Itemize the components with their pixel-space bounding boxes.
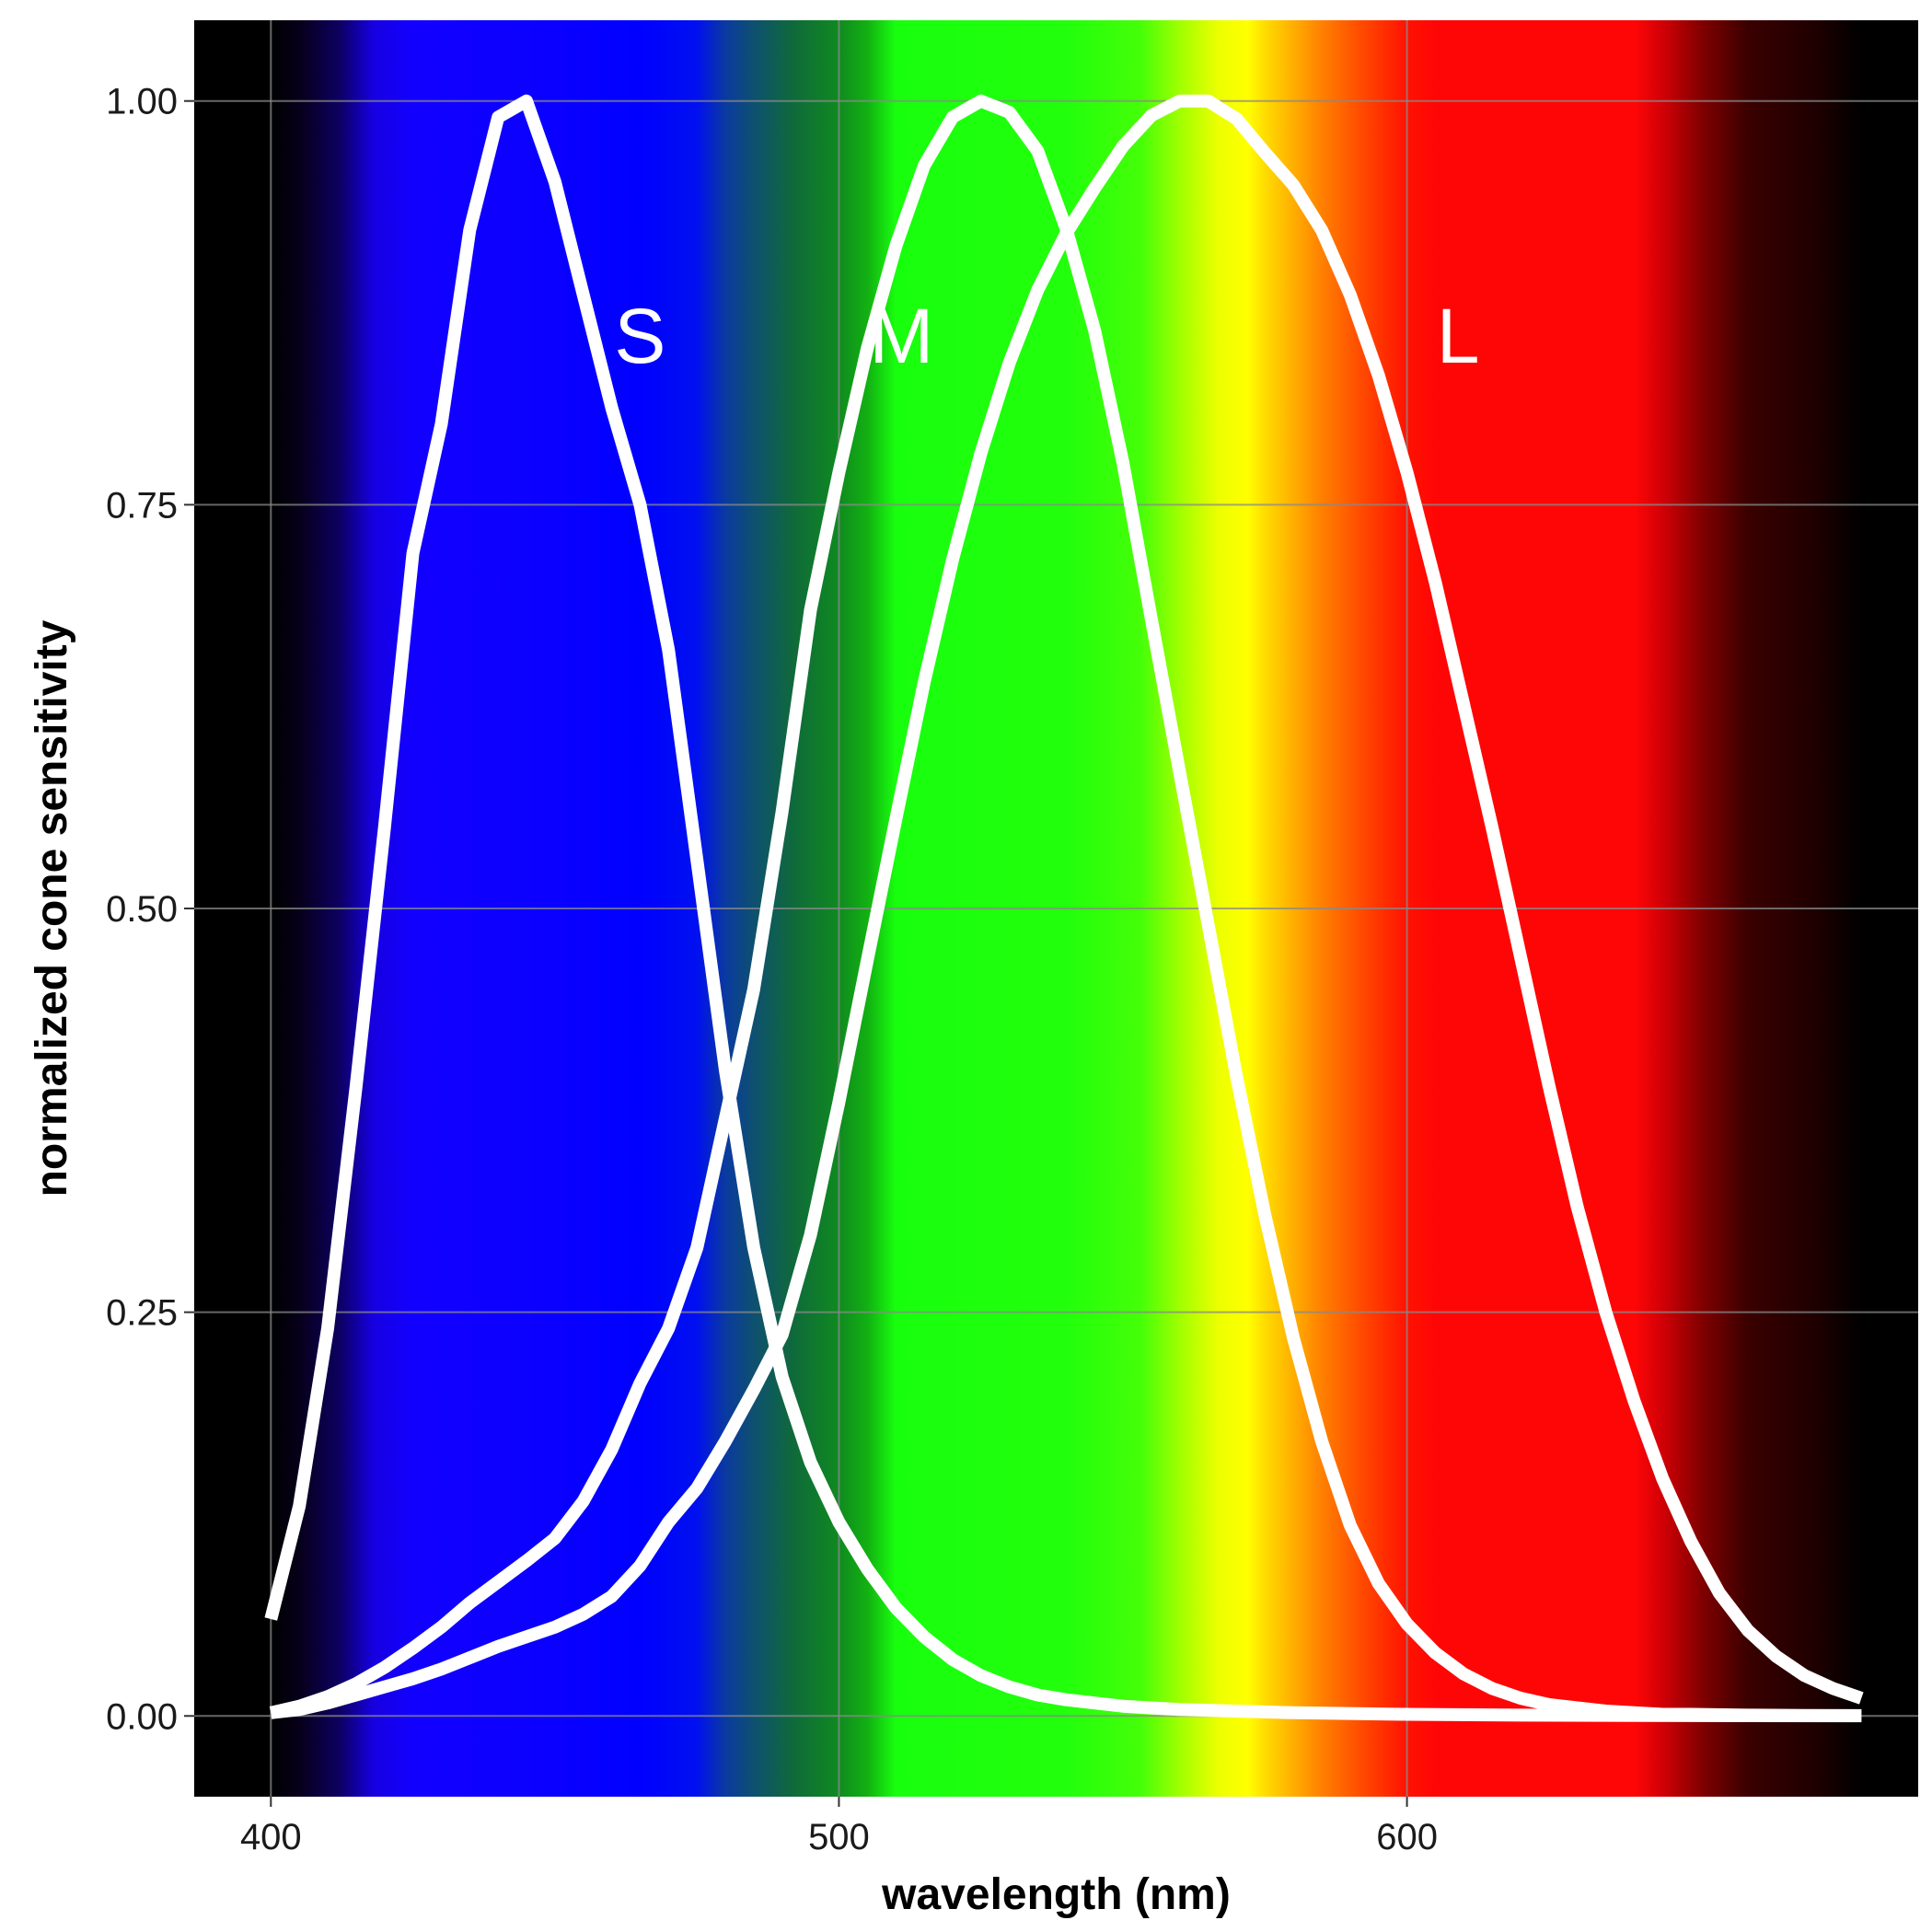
x-tick-label: 600: [1376, 1817, 1438, 1857]
x-axis-tick-labels: 400 500 600: [240, 1817, 1438, 1857]
x-tick-label: 500: [808, 1817, 870, 1857]
curve-m: [269, 94, 1862, 1722]
sensitivity-curves: [264, 94, 1864, 1723]
y-tick-label: 1.00: [106, 82, 178, 122]
x-axis-title: wavelength (nm): [881, 1870, 1231, 1919]
y-tick-label: 0.50: [106, 889, 178, 930]
axis-ticks: [184, 99, 1408, 1807]
curve-label-l: L: [1437, 293, 1480, 379]
x-tick-label: 400: [240, 1817, 302, 1857]
y-axis-tick-labels: 0.00 0.25 0.50 0.75 1.00: [106, 82, 178, 1738]
y-axis-title: normalized cone sensitivity: [28, 619, 76, 1197]
curve-label-m: M: [869, 293, 933, 379]
curve-label-s: S: [614, 293, 665, 379]
y-tick-label: 0.75: [106, 485, 178, 526]
y-tick-label: 0.00: [106, 1696, 178, 1737]
curve-l: [270, 94, 1864, 1719]
y-tick-label: 0.25: [106, 1293, 178, 1334]
curve-s: [264, 94, 1862, 1723]
